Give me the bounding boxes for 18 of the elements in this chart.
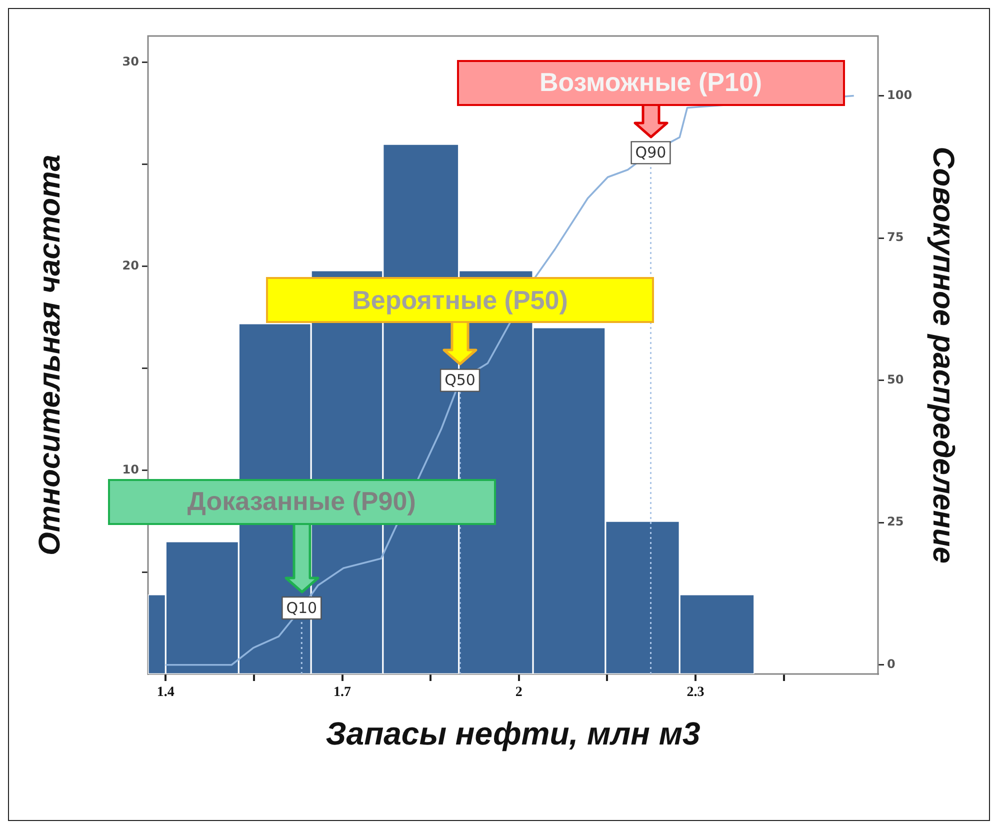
y-tick-label: 10: [122, 462, 139, 476]
y2-tick-label: 50: [887, 372, 904, 386]
y-tick-label: 20: [122, 258, 139, 272]
x-tick-label: 1.4: [156, 685, 174, 700]
x-tick-label: 1.7: [334, 685, 352, 700]
y2-tick-label: 25: [887, 514, 904, 529]
y-tick-label: 30: [122, 54, 139, 69]
callout-box: Доказанные (P90): [108, 478, 496, 525]
y-axis-title: Относительная частота: [33, 154, 66, 556]
x-tick-label: 2: [515, 685, 522, 700]
callout-box: Возможные (P10): [456, 60, 845, 106]
y2-axis-title: Совокупное распределение: [926, 146, 960, 564]
x-tick-label: 2.3: [686, 685, 704, 700]
y2-tick-label: 100: [887, 88, 912, 102]
x-axis-title: Запасы нефти, млн м3: [326, 716, 700, 752]
y2-tick-label: 75: [887, 230, 904, 244]
callout-box: Вероятные (P50): [266, 277, 654, 324]
y2-tick-label: 0: [887, 657, 896, 672]
